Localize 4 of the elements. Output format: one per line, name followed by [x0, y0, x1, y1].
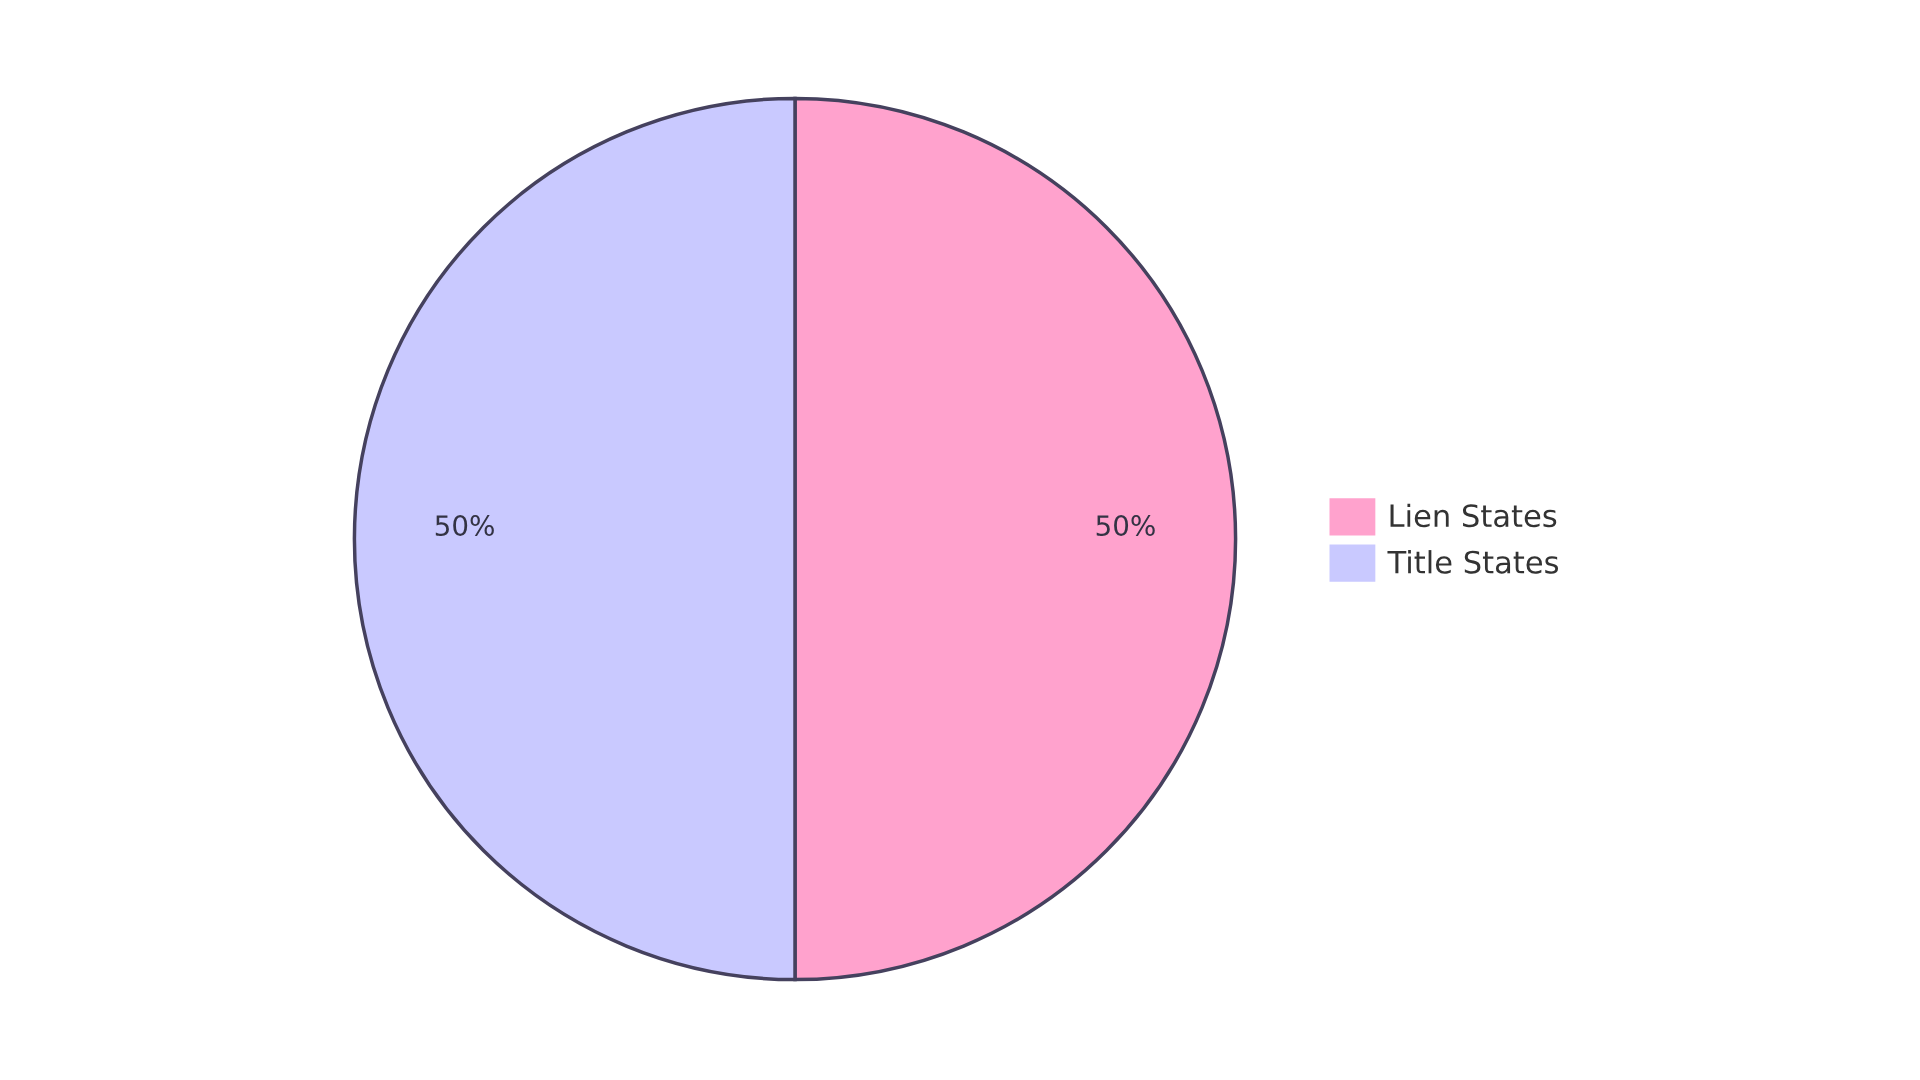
- data-label: 50%: [1096, 515, 1155, 537]
- data-label: 50%: [435, 515, 494, 537]
- legend-label: Lien States: [1390, 503, 1557, 528]
- legend-label: Title States: [1387, 550, 1559, 574]
